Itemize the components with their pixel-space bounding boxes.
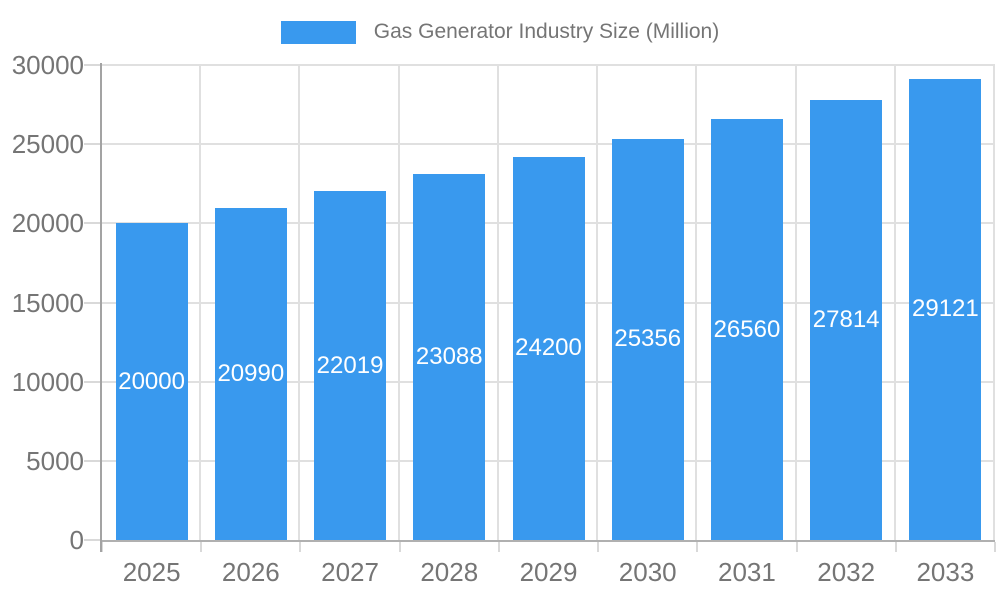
bar-2033[interactable]: 29121 bbox=[909, 78, 982, 540]
x-axis-tick-label: 2027 bbox=[321, 557, 379, 587]
bar-2029[interactable]: 24200 bbox=[512, 156, 585, 540]
bar-value-label: 27814 bbox=[812, 305, 880, 333]
y-axis-tick bbox=[84, 380, 100, 383]
y-axis-tick bbox=[84, 459, 100, 462]
x-axis-tick-label: 2033 bbox=[916, 557, 975, 587]
gridline-vertical bbox=[893, 65, 896, 540]
y-axis-tick bbox=[84, 222, 100, 225]
y-axis-tick-label: 15000 bbox=[11, 287, 84, 318]
y-axis-tick-label: 20000 bbox=[11, 208, 84, 239]
y-axis-tick-label: 10000 bbox=[11, 366, 84, 397]
y-axis-line bbox=[100, 63, 102, 552]
x-axis-tick-label: 2028 bbox=[420, 557, 479, 587]
y-axis-tick bbox=[84, 143, 100, 146]
bar-value-label: 20990 bbox=[217, 359, 285, 387]
legend-swatch bbox=[280, 20, 356, 44]
x-axis-tick bbox=[398, 542, 401, 552]
bar-value-label: 22019 bbox=[316, 351, 384, 379]
x-axis-tick bbox=[994, 542, 996, 552]
bar-2026[interactable]: 20990 bbox=[214, 207, 287, 540]
bar-2030[interactable]: 25356 bbox=[611, 138, 684, 540]
y-axis-tick-label: 5000 bbox=[26, 445, 84, 476]
x-axis-line bbox=[102, 540, 995, 542]
x-axis-tick bbox=[497, 542, 500, 552]
gridline-vertical bbox=[298, 65, 301, 540]
bar-2027[interactable]: 22019 bbox=[314, 191, 387, 540]
gridline-vertical bbox=[397, 65, 400, 540]
bar-2025[interactable]: 20000 bbox=[115, 223, 188, 540]
x-axis-tick-label: 2025 bbox=[122, 557, 181, 587]
x-axis-tick bbox=[894, 542, 897, 552]
y-axis-tick-label: 0 bbox=[69, 525, 84, 555]
x-axis-tick-label: 2029 bbox=[519, 557, 578, 587]
x-axis-tick-label: 2026 bbox=[221, 557, 280, 587]
x-axis-tick-label: 2030 bbox=[618, 557, 677, 587]
bar-2031[interactable]: 26560 bbox=[710, 119, 783, 540]
bar-2028[interactable]: 23088 bbox=[413, 174, 486, 540]
bar-value-label: 29121 bbox=[912, 295, 979, 323]
x-axis-tick-label: 2032 bbox=[817, 557, 876, 587]
y-axis-tick-label: 30000 bbox=[11, 50, 84, 80]
legend-label: Gas Generator Industry Size (Million) bbox=[373, 20, 720, 43]
bar-value-label: 24200 bbox=[515, 334, 582, 362]
bar-value-label: 23088 bbox=[415, 343, 483, 371]
y-axis-tick bbox=[84, 539, 100, 541]
x-axis-tick bbox=[299, 542, 302, 552]
plot-area: 0 5000 10000 15000 20000 25000 30000 20000 20990… bbox=[12, 50, 996, 587]
bar-value-label: 20000 bbox=[118, 367, 185, 395]
gridline-vertical bbox=[496, 65, 499, 540]
x-axis-tick bbox=[795, 542, 798, 552]
x-axis-tick bbox=[597, 542, 600, 552]
bar-value-label: 26560 bbox=[713, 315, 781, 343]
legend-item[interactable]: Gas Generator Industry Size (Million) bbox=[0, 20, 1000, 44]
x-axis-tick bbox=[696, 542, 699, 552]
x-axis-tick-label: 2031 bbox=[718, 557, 776, 587]
bar-2032[interactable]: 27814 bbox=[810, 99, 883, 540]
bar-value-label: 25356 bbox=[614, 325, 682, 353]
gridline-horizontal bbox=[102, 143, 995, 146]
y-axis-tick bbox=[84, 301, 100, 304]
y-axis-tick bbox=[84, 64, 100, 66]
gridline-vertical bbox=[794, 65, 797, 540]
x-axis-tick bbox=[101, 542, 103, 552]
x-axis-tick bbox=[200, 542, 203, 552]
gridline-vertical bbox=[199, 65, 202, 540]
gridline-horizontal bbox=[102, 64, 995, 66]
gridline-vertical bbox=[695, 65, 698, 540]
gridline-vertical bbox=[596, 65, 599, 540]
y-axis-tick-label: 25000 bbox=[11, 129, 84, 160]
gridline-vertical bbox=[993, 65, 995, 540]
